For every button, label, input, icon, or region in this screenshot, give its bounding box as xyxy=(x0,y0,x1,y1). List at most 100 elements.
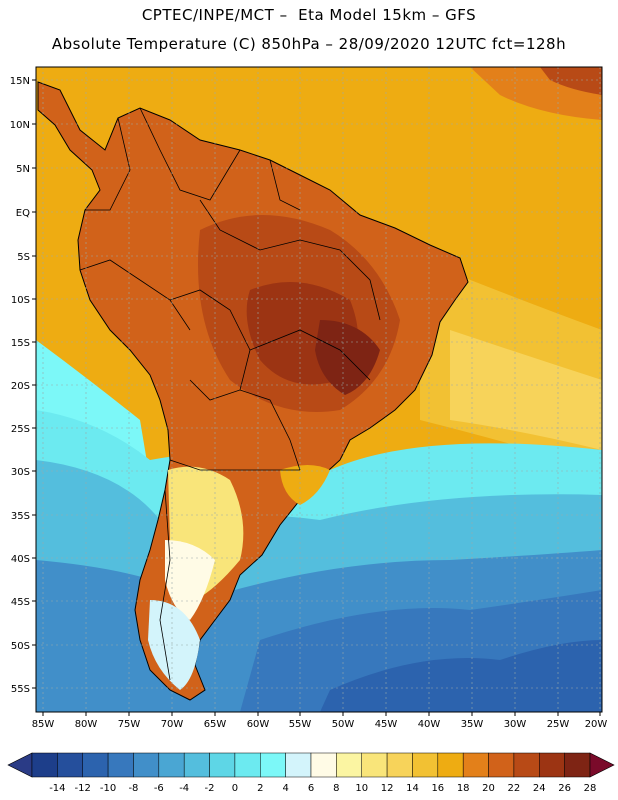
field-uruguay xyxy=(280,465,330,505)
border-argentina-north xyxy=(169,459,300,471)
colorbar-swatch xyxy=(285,752,312,778)
lat-label: 45S xyxy=(11,597,30,608)
colorbar-label: 20 xyxy=(482,783,495,794)
lon-label: 40W xyxy=(418,719,441,730)
colorbar-swatch xyxy=(361,752,388,778)
colorbar-swatch xyxy=(260,752,286,778)
colorbar-label: 18 xyxy=(457,783,470,794)
lon-label: 65W xyxy=(204,719,227,730)
lat-label: 55S xyxy=(11,684,30,695)
lon-label: 75W xyxy=(118,719,141,730)
colorbar-label: 26 xyxy=(558,783,571,794)
colorbar-label: 24 xyxy=(533,783,546,794)
colorbar-swatch xyxy=(488,752,515,778)
border-brazil-states xyxy=(199,199,381,321)
chart-title-line-2: Absolute Temperature (C) 850hPa – 28/09/… xyxy=(51,35,567,53)
colorbar-label: -12 xyxy=(75,783,91,794)
colorbar-swatch xyxy=(158,752,185,778)
colorbar: -14 -12 -10 -8 -6 -4 -2 0 2 4 6 8 10 12 14 16 18 20 22 24 26… xyxy=(7,752,615,794)
colorbar-label: -14 xyxy=(49,783,65,794)
colorbar-label: 16 xyxy=(431,783,444,794)
colorbar-swatch xyxy=(57,752,83,778)
lat-label: 35S xyxy=(11,511,30,522)
border-guianas xyxy=(269,159,301,211)
border-brazil-states-2 xyxy=(249,329,371,381)
colorbar-swatch xyxy=(336,752,362,778)
border-venezuela xyxy=(139,107,241,201)
lat-label: 10N xyxy=(10,120,30,131)
colorbar-swatch xyxy=(564,752,591,778)
colorbar-swatch xyxy=(234,752,261,778)
lon-label: 45W xyxy=(375,719,398,730)
field-patagonia-mild xyxy=(165,540,215,620)
border-colombia xyxy=(85,117,131,211)
lon-label: 25W xyxy=(547,719,570,730)
lat-label: 5S xyxy=(17,252,30,263)
colorbar-swatch xyxy=(183,752,210,778)
lon-label: 35W xyxy=(461,719,484,730)
colorbar-label: -8 xyxy=(128,783,138,794)
lat-label: 40S xyxy=(11,554,30,565)
map-frame xyxy=(35,66,603,713)
colorbar-swatch xyxy=(107,752,134,778)
lat-label: 50S xyxy=(11,641,30,652)
lon-label: 55W xyxy=(289,719,312,730)
lat-label: 25S xyxy=(11,424,30,435)
colorbar-label: 22 xyxy=(508,783,521,794)
lat-label: 5N xyxy=(16,164,30,175)
border-chile-argentina xyxy=(159,489,171,681)
colorbar-over-arrow xyxy=(589,752,615,778)
colorbar-label: 6 xyxy=(308,783,314,794)
colorbar-swatch xyxy=(513,752,540,778)
border-paraguay xyxy=(239,389,301,471)
temperature-field xyxy=(36,67,602,712)
chart-title-line-1: CPTEC/INPE/MCT – Eta Model 15km – GFS xyxy=(141,6,477,24)
colorbar-label: 0 xyxy=(232,783,238,794)
lon-label: 70W xyxy=(161,719,184,730)
colorbar-label: -10 xyxy=(100,783,116,794)
colorbar-swatch xyxy=(133,752,160,778)
colorbar-swatch xyxy=(539,752,565,778)
lat-label: EQ xyxy=(16,208,30,219)
latitude-axis: 15N 10N 5N EQ 5S 10S 15S 20S 25S 30S 35S… xyxy=(10,76,36,695)
lat-label: 15N xyxy=(10,76,30,87)
field-patagonia-cool xyxy=(148,600,200,690)
lon-label: 85W xyxy=(32,719,55,730)
lat-label: 10S xyxy=(11,295,30,306)
field-light-yellow-east xyxy=(450,330,602,450)
lon-label: 80W xyxy=(75,719,98,730)
colorbar-label: 10 xyxy=(355,783,368,794)
colorbar-label: 8 xyxy=(333,783,339,794)
lat-label: 15S xyxy=(11,338,30,349)
colorbar-swatch xyxy=(31,752,58,778)
lon-label: 60W xyxy=(247,719,270,730)
lon-label: 50W xyxy=(332,719,355,730)
longitude-axis: 85W 80W 75W 70W 65W 60W 55W 50W 45W 40W … xyxy=(32,712,608,730)
colorbar-label: 4 xyxy=(282,783,288,794)
border-ecuador-peru xyxy=(79,259,191,331)
lon-label: 20W xyxy=(585,719,608,730)
colorbar-label: 14 xyxy=(406,783,419,794)
colorbar-swatch xyxy=(310,752,337,778)
colorbar-swatch xyxy=(462,752,489,778)
colorbar-swatch xyxy=(386,752,413,778)
colorbar-swatch xyxy=(209,752,236,778)
country-borders xyxy=(79,107,381,681)
lon-label: 30W xyxy=(504,719,527,730)
graticule xyxy=(36,67,602,712)
colorbar-label: 2 xyxy=(257,783,263,794)
colorbar-swatch xyxy=(437,752,464,778)
colorbar-under-arrow xyxy=(7,752,33,778)
colorbar-label: 12 xyxy=(381,783,394,794)
colorbar-label: -4 xyxy=(179,783,189,794)
colorbar-label: -2 xyxy=(205,783,215,794)
field-cold-5 xyxy=(320,640,602,712)
colorbar-swatch xyxy=(412,752,439,778)
lat-label: 30S xyxy=(11,467,30,478)
colorbar-label: 28 xyxy=(584,783,597,794)
colorbar-swatch xyxy=(82,752,109,778)
field-caribbean-hot xyxy=(540,67,602,95)
colorbar-label: -6 xyxy=(154,783,164,794)
lat-label: 20S xyxy=(11,381,30,392)
